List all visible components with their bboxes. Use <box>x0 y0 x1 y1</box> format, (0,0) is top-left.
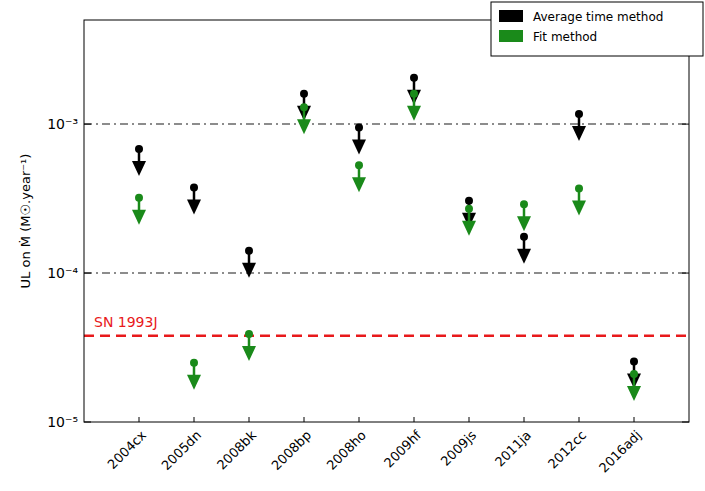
legend-label: Fit method <box>533 30 597 44</box>
marker-head <box>132 161 146 176</box>
marker-head <box>627 386 641 401</box>
x-tick-label: 2005dn <box>158 428 204 474</box>
x-tick <box>414 417 415 422</box>
y-tick-label: 10⁻⁴ <box>47 265 78 281</box>
x-tick-label: 2008bp <box>268 428 314 474</box>
upper-limit-marker <box>187 184 201 215</box>
y-tick-label: 10⁻³ <box>47 116 78 132</box>
x-tick <box>304 417 305 422</box>
marker-head <box>517 249 531 264</box>
y-tick <box>84 124 91 125</box>
y-axis-label: UL on Ṁ (M☉.year⁻¹) <box>18 154 33 289</box>
marker-head <box>132 210 146 225</box>
upper-limit-marker <box>572 184 586 215</box>
x-tick-label: 2008bk <box>214 427 259 472</box>
annotation-line <box>84 334 689 337</box>
x-tick-label: 2011ja <box>492 428 534 470</box>
marker-head <box>572 200 586 215</box>
x-tick <box>139 417 140 422</box>
upper-limit-marker <box>352 161 366 192</box>
marker-head <box>517 216 531 231</box>
upper-limit-marker <box>572 110 586 141</box>
x-tick <box>469 417 470 422</box>
marker-head <box>187 200 201 215</box>
annotation-text: SN 1993J <box>94 314 158 330</box>
upper-limit-marker <box>297 103 311 134</box>
upper-limit-marker <box>187 359 201 390</box>
marker-head <box>242 346 256 361</box>
x-tick <box>524 417 525 422</box>
x-tick <box>249 417 250 422</box>
x-tick-label: 2008ho <box>324 427 369 472</box>
upper-limit-marker <box>132 194 146 225</box>
legend: Average time method Fit method <box>491 2 703 56</box>
marker-head <box>352 177 366 192</box>
upper-limit-marker <box>407 90 421 121</box>
x-tick <box>359 417 360 422</box>
legend-box <box>491 2 703 56</box>
reference-line <box>84 123 689 125</box>
plot-frame <box>84 20 689 422</box>
reference-line <box>84 272 689 274</box>
x-tick <box>579 417 580 422</box>
upper-limit-marker <box>462 205 476 236</box>
x-tick <box>634 417 635 422</box>
marker-head <box>242 263 256 278</box>
y-tick-label: 10⁻⁵ <box>47 414 78 430</box>
upper-limit-marker <box>627 370 641 401</box>
x-tick-label: 2004cx <box>105 427 150 472</box>
x-tick-label: 2012cc <box>545 428 589 472</box>
upper-limit-marker <box>517 200 531 231</box>
legend-label: Average time method <box>533 10 663 24</box>
legend-swatch <box>499 30 523 42</box>
x-tick-label: 2009hf <box>381 427 424 470</box>
upper-limit-marker <box>132 145 146 176</box>
marker-head <box>462 221 476 236</box>
x-tick-label: 2009js <box>438 427 480 469</box>
marks <box>132 74 641 401</box>
upper-limit-marker <box>242 247 256 278</box>
marker-head <box>187 375 201 390</box>
marker-head <box>572 126 586 141</box>
upper-limit-marker <box>242 330 256 361</box>
upper-limit-marker <box>352 123 366 154</box>
marker-head <box>407 106 421 121</box>
x-tick-label: 2016adj <box>596 428 644 476</box>
y-tick <box>84 273 91 274</box>
marker-head <box>352 139 366 154</box>
marker-head <box>297 119 311 134</box>
chart: SN 1993J 10⁻⁵ 10⁻⁴ 10⁻³ UL on Ṁ (M☉.year⁻¹) 2… <box>0 0 705 491</box>
legend-swatch <box>499 10 523 22</box>
x-tick <box>194 417 195 422</box>
y-tick <box>682 273 689 274</box>
upper-limit-marker <box>517 233 531 264</box>
y-tick <box>682 124 689 125</box>
